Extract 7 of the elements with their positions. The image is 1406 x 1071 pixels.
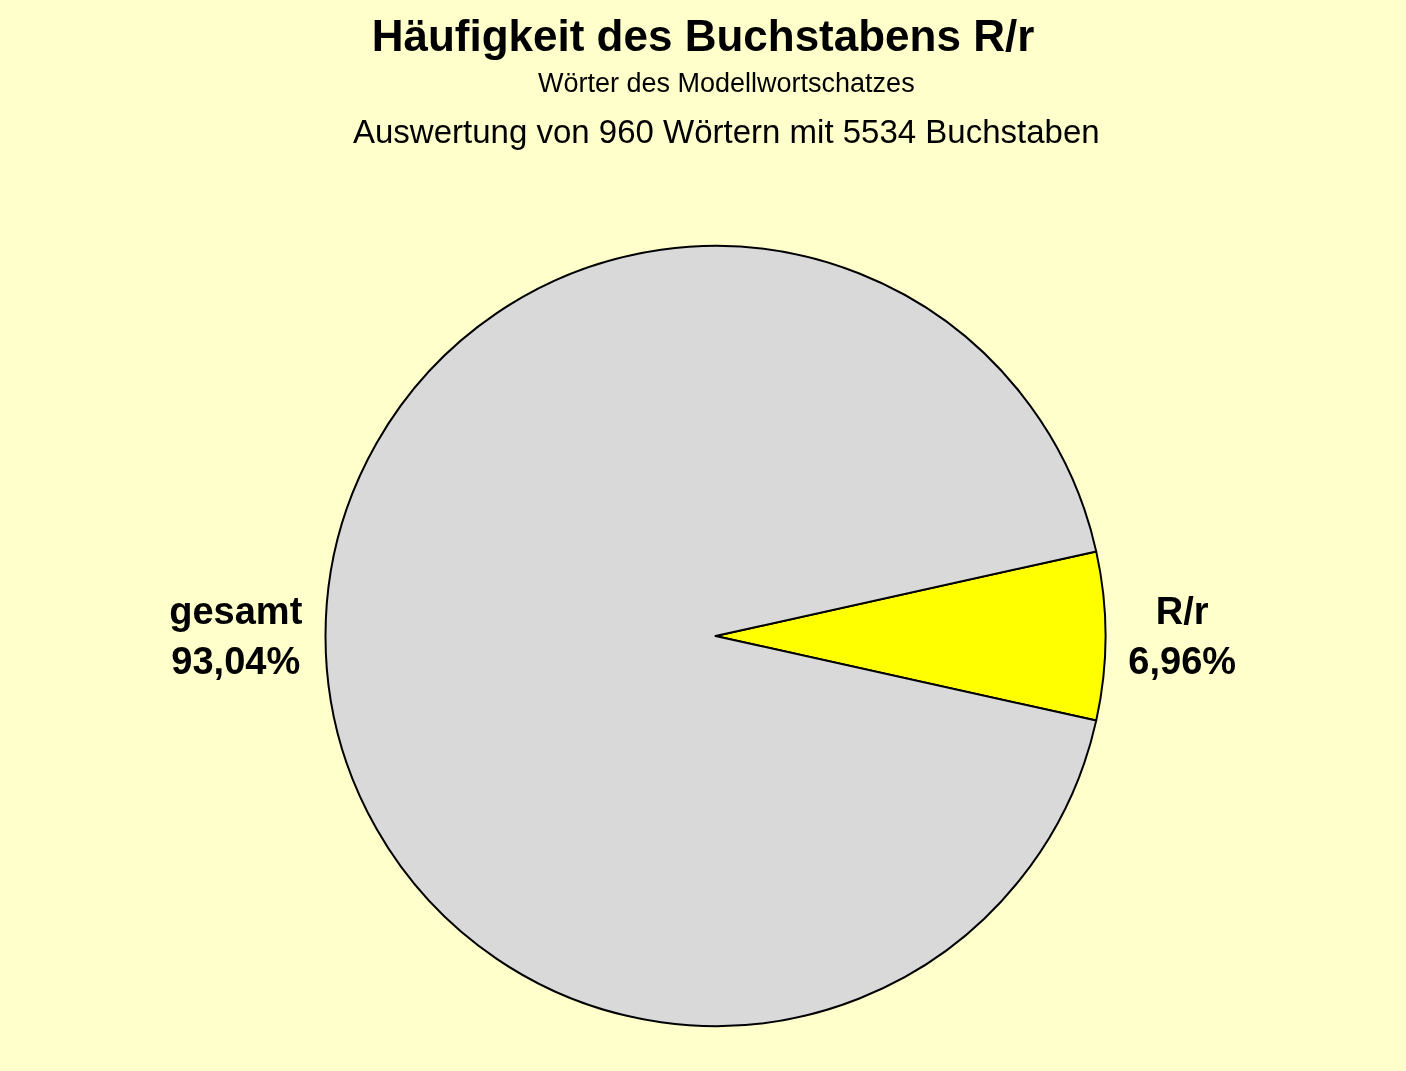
- data-label: 93,04%: [171, 639, 301, 682]
- text: Auswertung von 960 Wörtern mit 5534 Buchstaben: [353, 113, 1100, 150]
- slice-label: gesamt: [169, 590, 303, 633]
- slice-label: R/r: [1155, 590, 1209, 633]
- data-label: 6,96%: [1128, 639, 1237, 682]
- chart-title: Häufigkeit des Buchstabens R/r: [371, 11, 1035, 61]
- chart-subtitle: Wörter des Modellwortschatzes: [538, 68, 915, 98]
